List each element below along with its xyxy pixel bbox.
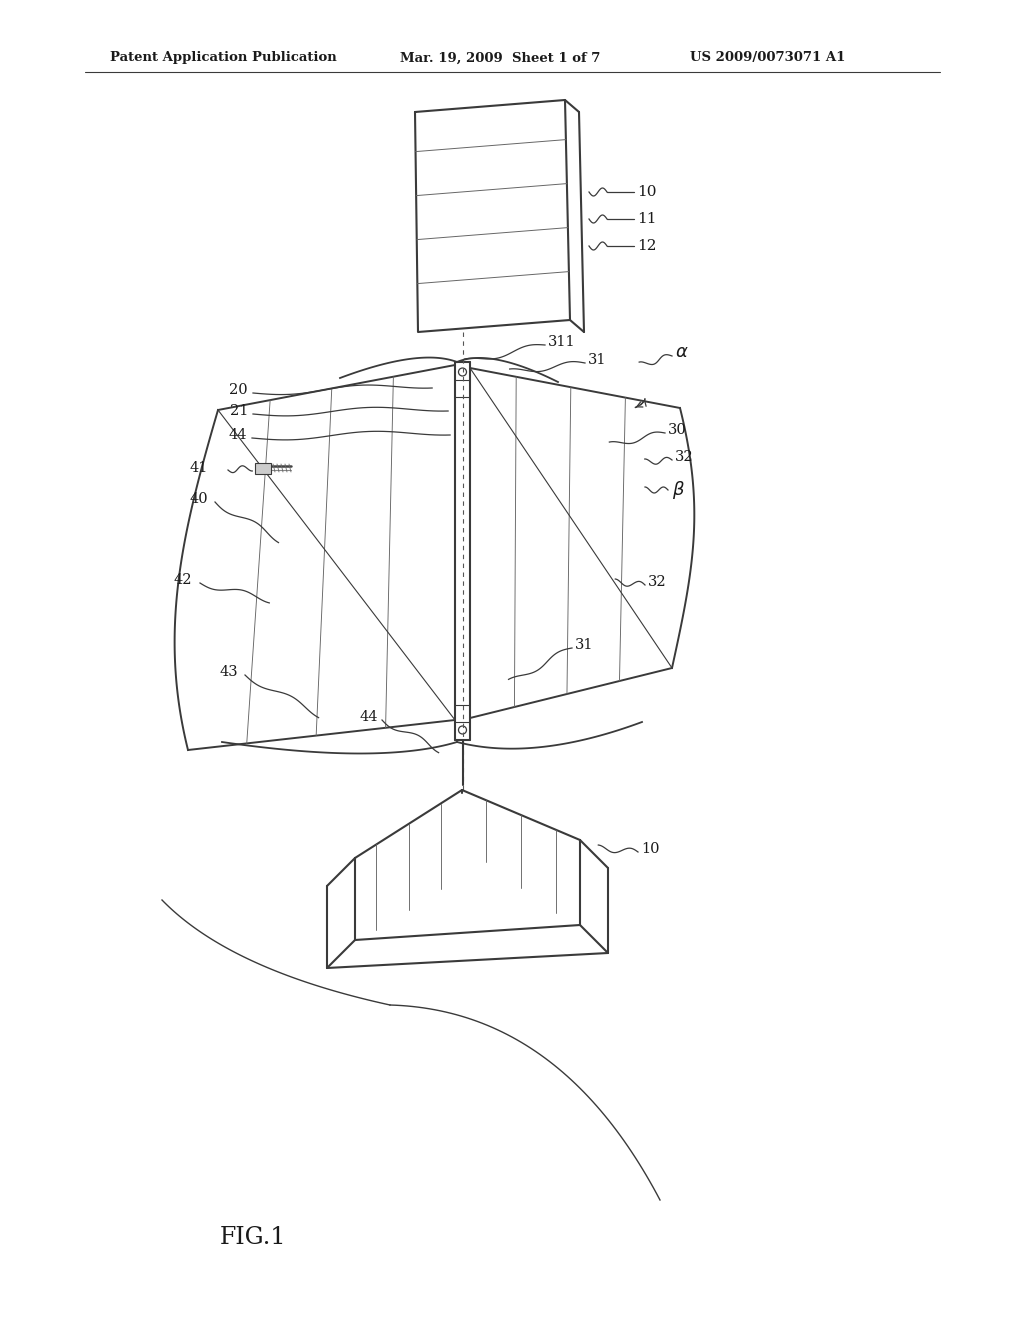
Text: 40: 40 bbox=[189, 492, 208, 506]
Text: FIG.1: FIG.1 bbox=[220, 1226, 287, 1250]
Text: Mar. 19, 2009  Sheet 1 of 7: Mar. 19, 2009 Sheet 1 of 7 bbox=[400, 51, 600, 65]
Text: 43: 43 bbox=[219, 665, 238, 678]
Text: 10: 10 bbox=[637, 185, 656, 199]
Text: 42: 42 bbox=[173, 573, 193, 587]
Text: 32: 32 bbox=[648, 576, 667, 589]
Text: 12: 12 bbox=[637, 239, 656, 253]
Text: US 2009/0073071 A1: US 2009/0073071 A1 bbox=[690, 51, 846, 65]
Text: 44: 44 bbox=[228, 428, 247, 442]
Text: 21: 21 bbox=[229, 404, 248, 418]
Text: 31: 31 bbox=[588, 352, 606, 367]
Text: 32: 32 bbox=[675, 450, 693, 465]
Text: 311: 311 bbox=[548, 335, 575, 348]
Text: 20: 20 bbox=[229, 383, 248, 397]
Text: 31: 31 bbox=[575, 638, 594, 652]
Text: 41: 41 bbox=[190, 461, 208, 475]
Text: 10: 10 bbox=[641, 842, 659, 855]
Text: 30: 30 bbox=[668, 422, 687, 437]
Text: $\beta$: $\beta$ bbox=[672, 479, 685, 502]
Bar bbox=[255, 463, 271, 474]
Text: $\alpha$: $\alpha$ bbox=[675, 343, 688, 360]
Text: 44: 44 bbox=[359, 710, 378, 723]
Text: Patent Application Publication: Patent Application Publication bbox=[110, 51, 337, 65]
Text: 11: 11 bbox=[637, 213, 656, 226]
